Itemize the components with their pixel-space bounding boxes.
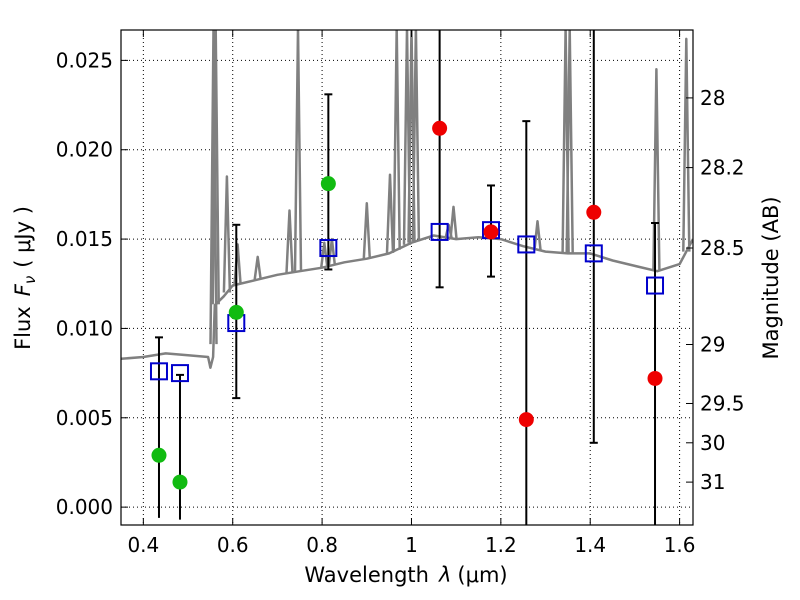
detected-point	[151, 447, 167, 463]
model-point	[430, 222, 449, 241]
emission-line	[222, 175, 232, 293]
model-point	[149, 362, 168, 381]
emission-line	[411, 30, 421, 242]
x-axis-label: Wavelength λ (μm)	[304, 563, 507, 587]
low-snr-point	[518, 412, 534, 428]
low-snr-point	[586, 204, 602, 220]
low-snr-point	[647, 370, 663, 386]
emission-lines	[209, 30, 691, 345]
detected-point	[320, 176, 336, 192]
model-point	[646, 276, 665, 295]
emission-line	[293, 30, 303, 272]
emission-line	[362, 202, 372, 259]
emission-line	[392, 30, 401, 250]
emission-line	[211, 30, 220, 305]
emission-line	[253, 255, 262, 280]
detected-point	[172, 474, 188, 490]
emission-line	[320, 241, 329, 268]
model-point	[170, 364, 189, 383]
detected-points	[151, 176, 336, 490]
plot-frame	[120, 29, 694, 526]
x-tick-label: 1.4	[574, 533, 606, 557]
y-axis-label: FluxFν( μJy )	[11, 206, 39, 350]
y-tick-label: 0.020	[56, 138, 113, 162]
x-tick-label: 1.6	[664, 533, 696, 557]
x-tick-label: 0.6	[217, 533, 249, 557]
x-tick-label: 1	[405, 533, 418, 557]
y-tick-label: 0.005	[56, 406, 113, 430]
emission-line	[209, 30, 218, 345]
model-point	[517, 235, 536, 254]
emission-line	[385, 173, 395, 253]
grid	[121, 30, 693, 525]
emission-line	[652, 68, 661, 272]
emission-line	[533, 219, 542, 250]
right-tick-label: 28	[700, 86, 725, 110]
emission-line	[285, 209, 294, 273]
low-snr-points	[432, 120, 663, 428]
x-tick-label: 1.2	[485, 533, 517, 557]
right-tick-label: 29	[700, 333, 725, 357]
right-tick-label: 31	[700, 470, 725, 494]
model-point	[319, 239, 338, 258]
model-point	[584, 244, 603, 263]
right-axis-label: Magnitude (AB)	[759, 196, 783, 359]
axis-ticks: 0.4 0.6 0.8 1 1.2 1.4 1.6 0.000 0.005 0.010 0.015 0…	[56, 30, 745, 557]
right-tick-label: 30	[700, 431, 725, 455]
x-tick-label: 0.8	[306, 533, 338, 557]
right-tick-label: 28.5	[700, 236, 745, 260]
y-tick-label: 0.000	[56, 495, 113, 519]
error-bars	[154, 30, 660, 525]
detected-point	[228, 304, 244, 320]
low-snr-point	[432, 120, 448, 136]
template-spectrum-line	[121, 234, 693, 369]
emission-line	[449, 205, 458, 239]
y-tick-label: 0.010	[56, 316, 113, 340]
right-tick-label: 28.2	[700, 156, 745, 180]
x-tick-label: 0.4	[127, 533, 159, 557]
y-tick-label: 0.015	[56, 227, 113, 251]
right-tick-label: 29.5	[700, 391, 745, 415]
emission-line	[565, 30, 574, 254]
emission-line	[682, 37, 691, 252]
y-tick-label: 0.025	[56, 48, 113, 72]
low-snr-point	[483, 224, 499, 240]
